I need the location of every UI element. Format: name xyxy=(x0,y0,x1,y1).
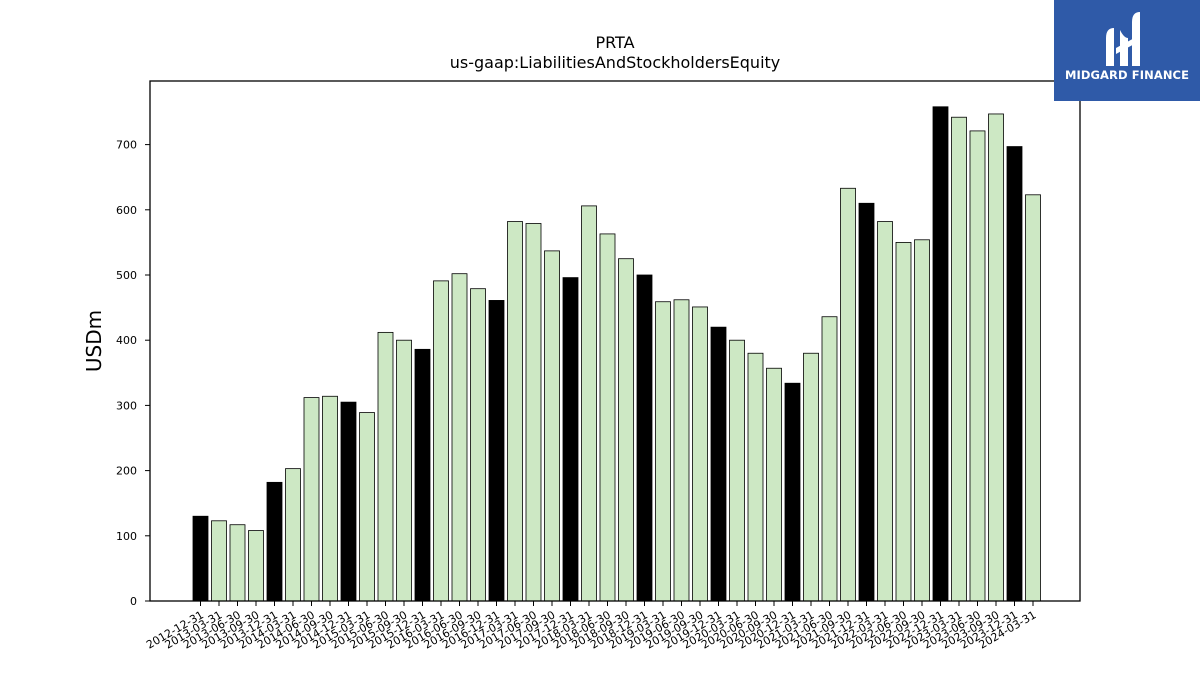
bar xyxy=(655,301,671,602)
logo-mark-icon xyxy=(1106,12,1140,66)
bar xyxy=(340,401,357,602)
bars-group xyxy=(192,106,1041,602)
y-tick-label: 0 xyxy=(130,595,137,608)
bar xyxy=(1006,146,1023,602)
bar xyxy=(544,250,560,602)
y-tick-label: 300 xyxy=(116,399,137,412)
bar xyxy=(877,221,893,602)
bar xyxy=(821,316,838,602)
bar xyxy=(359,412,375,602)
bar xyxy=(636,274,653,602)
bar xyxy=(988,113,1004,602)
bar xyxy=(322,395,338,602)
bar xyxy=(507,221,523,602)
y-tick-label: 600 xyxy=(116,204,137,217)
y-tick-label: 200 xyxy=(116,465,137,478)
bar xyxy=(303,397,320,602)
bar xyxy=(951,116,967,602)
bar xyxy=(858,202,875,602)
bar xyxy=(747,352,764,602)
bar xyxy=(803,352,819,602)
bar xyxy=(784,382,801,602)
chart-title: PRTA xyxy=(595,33,634,52)
bar xyxy=(710,326,727,602)
bar xyxy=(562,277,579,602)
y-tick-label: 100 xyxy=(116,530,137,543)
bar xyxy=(192,515,209,602)
bar xyxy=(470,288,486,602)
x-ticks-group: 2012-12-312013-03-312013-06-302013-09-30… xyxy=(144,601,1039,652)
bar xyxy=(377,331,394,602)
bar xyxy=(433,280,449,602)
y-tick-label: 400 xyxy=(116,334,137,347)
brand-logo: MIDGARD FINANCE xyxy=(1054,0,1200,101)
bar xyxy=(525,223,542,602)
bar xyxy=(969,130,986,602)
bar xyxy=(451,273,468,602)
y-ticks-group: 0 100 200 300 400 500 600 700 xyxy=(116,139,150,608)
bar xyxy=(248,530,264,602)
bar xyxy=(488,300,505,602)
y-tick-label: 500 xyxy=(116,269,137,282)
bar xyxy=(840,187,856,602)
bar xyxy=(285,468,301,602)
bar xyxy=(673,299,690,602)
brand-name: MIDGARD FINANCE xyxy=(1064,68,1190,82)
bar xyxy=(229,524,246,602)
y-axis-label: USDm xyxy=(82,310,106,372)
bar xyxy=(414,348,431,602)
bar xyxy=(895,241,912,602)
chart-subtitle: us-gaap:LiabilitiesAndStockholdersEquity xyxy=(450,53,781,72)
bar xyxy=(266,481,283,602)
bar xyxy=(618,258,634,602)
bar xyxy=(932,106,949,602)
bar xyxy=(914,239,930,602)
bar xyxy=(692,306,708,602)
bar xyxy=(581,205,597,602)
bar xyxy=(1025,194,1041,602)
bar xyxy=(599,233,616,602)
bar xyxy=(766,367,782,602)
y-tick-label: 700 xyxy=(116,139,137,152)
plot-frame xyxy=(149,80,1081,602)
bar xyxy=(211,520,227,602)
bar xyxy=(729,339,745,602)
bar xyxy=(396,339,412,602)
